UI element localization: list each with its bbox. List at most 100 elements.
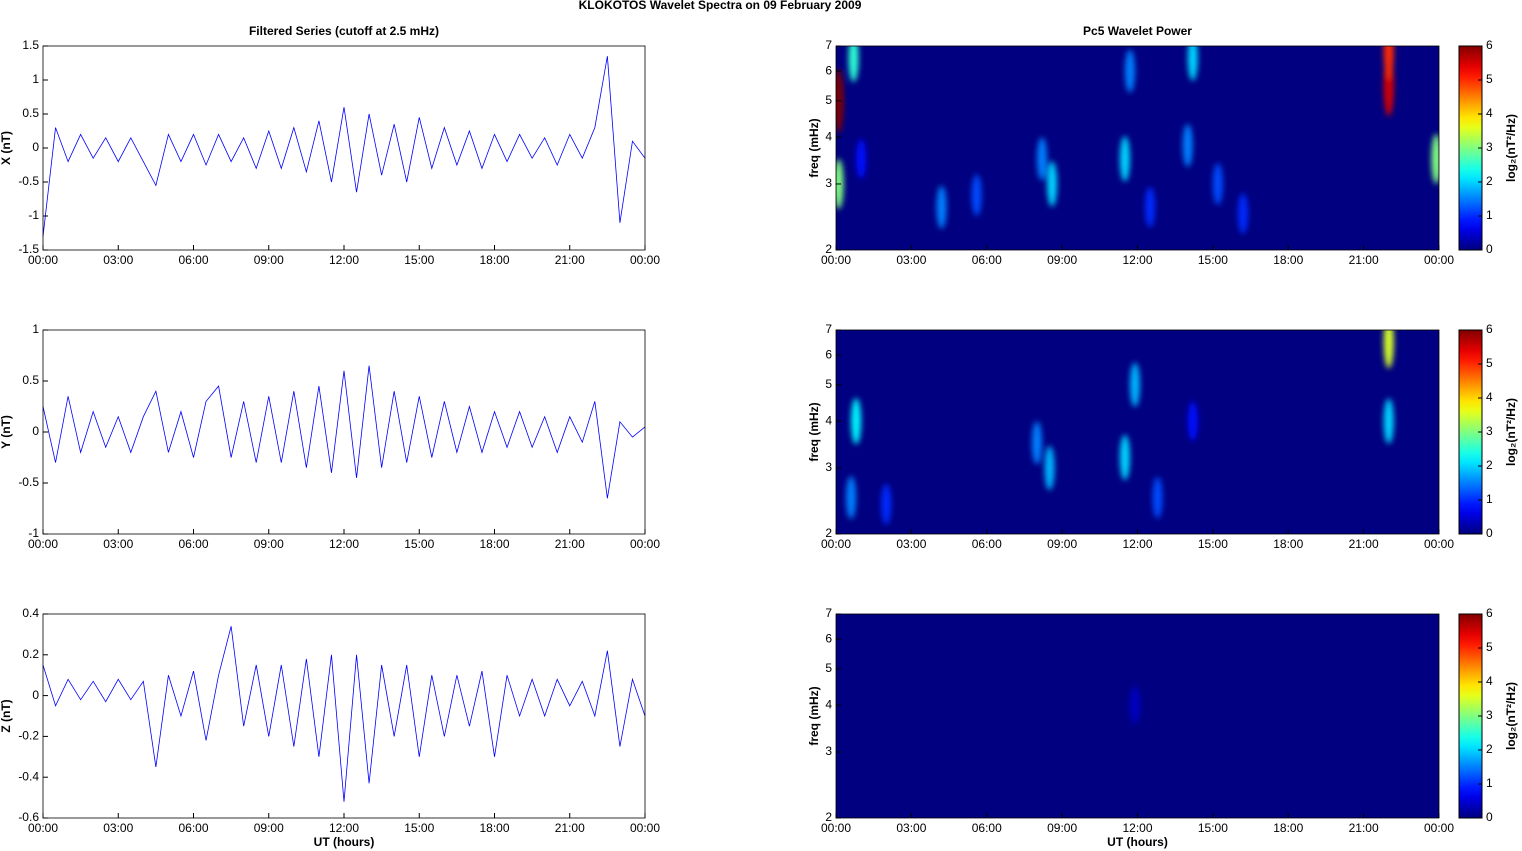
heatmap-background <box>836 330 1439 534</box>
x-tick-label: 09:00 <box>1047 537 1077 551</box>
x-tick-label: 03:00 <box>103 537 133 551</box>
heatmap-cell <box>1145 186 1156 228</box>
y-tick-label: 0 <box>32 688 39 702</box>
colorbar-tick-label: 3 <box>1486 708 1493 722</box>
y-tick-label: 6 <box>825 347 832 361</box>
x-tick-label: 00:00 <box>821 821 851 835</box>
colorbar-tick-label: 4 <box>1486 106 1493 120</box>
x-tick-label: 00:00 <box>1424 537 1454 551</box>
y-tick-label: 1 <box>32 322 39 336</box>
x-tick-label: 21:00 <box>555 821 585 835</box>
y-tick-label: 0 <box>32 140 39 154</box>
x-tick-label: 12:00 <box>1122 253 1152 267</box>
y-tick-label: 7 <box>825 38 832 52</box>
y-tick-label: 0.4 <box>22 606 39 620</box>
heatmap-cells <box>836 46 1439 234</box>
x-tick-label: 18:00 <box>479 537 509 551</box>
y-axis-label: X (nT) <box>0 131 13 165</box>
x-tick-label: 18:00 <box>479 821 509 835</box>
x-tick-label: 00:00 <box>28 537 58 551</box>
colorbar-tick-label: 5 <box>1486 72 1493 86</box>
x-tick-label: 15:00 <box>404 253 434 267</box>
y-tick-label: 0.2 <box>22 647 39 661</box>
panel: 00:00 03:00 06:00 09:00 12:00 15:00 18:00 21:00… <box>0 322 660 551</box>
y-tick-label: -0.5 <box>18 475 39 489</box>
y-tick-label: 2 <box>825 810 832 824</box>
x-tick-label: 03:00 <box>896 821 926 835</box>
heatmap-cell <box>1383 398 1394 444</box>
heatmap-cell <box>1032 421 1042 465</box>
heatmap-cell <box>851 397 862 445</box>
x-tick-label: 09:00 <box>254 253 284 267</box>
y-tick-label: -0.6 <box>18 810 39 824</box>
x-tick-label: 00:00 <box>28 253 58 267</box>
x-tick-label: 00:00 <box>1424 821 1454 835</box>
y-tick-label: -0.4 <box>18 769 39 783</box>
x-tick-label: 03:00 <box>103 821 133 835</box>
y-tick-label: -0.5 <box>18 174 39 188</box>
colorbar-tick-label: 2 <box>1486 742 1493 756</box>
colorbar-tick-label: 5 <box>1486 640 1493 654</box>
x-tick-label: 09:00 <box>254 537 284 551</box>
x-tick-label: 00:00 <box>630 253 660 267</box>
y-tick-label: 0 <box>32 424 39 438</box>
heatmap-cell <box>1383 330 1394 369</box>
panel: 0 1 2 3 4 5 6 log₂(nT²/Hz) 00:00 03:00 06:00 09:00 1… <box>807 322 1518 551</box>
x-tick-label: 15:00 <box>1198 253 1228 267</box>
y-tick-label: 2 <box>825 242 832 256</box>
colorbar-label: log₂(nT²/Hz) <box>1504 682 1518 750</box>
x-tick-label: 00:00 <box>1424 253 1454 267</box>
heatmap-background <box>836 46 1439 250</box>
x-tick-label: 18:00 <box>1273 253 1303 267</box>
colorbar-tick-label: 2 <box>1486 174 1493 188</box>
x-tick-label: 00:00 <box>821 253 851 267</box>
y-tick-label: 3 <box>825 176 832 190</box>
series-line <box>42 626 646 802</box>
axes-title: Pc5 Wavelet Power <box>1083 24 1192 38</box>
colorbar-label: log₂(nT²/Hz) <box>1504 398 1518 466</box>
y-tick-label: 0.5 <box>22 106 39 120</box>
x-tick-label: 12:00 <box>329 253 359 267</box>
heatmap-cell <box>1187 46 1198 81</box>
x-tick-label: 21:00 <box>1349 821 1379 835</box>
panel: 0 1 2 3 4 5 6 log₂(nT²/Hz) 00:00 03:00 06:00 09:00 1… <box>807 606 1518 849</box>
axes-box <box>42 329 646 535</box>
axes-box <box>42 45 646 251</box>
heatmap-cell <box>971 174 982 217</box>
colorbar-tick-label: 5 <box>1486 356 1493 370</box>
y-tick-label: 0.5 <box>22 373 39 387</box>
x-tick-label: 12:00 <box>329 821 359 835</box>
x-tick-label: 03:00 <box>103 253 133 267</box>
x-tick-label: 21:00 <box>555 253 585 267</box>
axes-title: Filtered Series (cutoff at 2.5 mHz) <box>249 24 439 38</box>
y-axis-label: freq (mHz) <box>807 686 821 745</box>
y-tick-label: -0.2 <box>18 729 39 743</box>
colorbar-tick-label: 0 <box>1486 242 1493 256</box>
axes-box <box>42 613 646 819</box>
y-axis-label: Y (nT) <box>0 415 13 449</box>
colorbar-tick-label: 6 <box>1486 606 1493 620</box>
y-axis-label: freq (mHz) <box>807 402 821 461</box>
figure-title: KLOKOTOS Wavelet Spectra on 09 February … <box>579 0 862 12</box>
x-axis-label: UT (hours) <box>314 835 375 849</box>
series-line <box>42 56 646 237</box>
heatmap-cell <box>1129 686 1140 725</box>
y-tick-label: -1.5 <box>18 242 39 256</box>
y-tick-label: 4 <box>825 413 832 427</box>
y-tick-label: 3 <box>825 460 832 474</box>
heatmap-cell <box>1119 136 1130 182</box>
heatmap-cell <box>846 476 857 520</box>
heatmap-cell <box>1182 123 1193 167</box>
x-tick-label: 06:00 <box>972 253 1002 267</box>
x-tick-label: 03:00 <box>896 253 926 267</box>
colorbar-tick-label: 6 <box>1486 38 1493 52</box>
y-tick-label: 4 <box>825 697 832 711</box>
y-tick-label: 7 <box>825 606 832 620</box>
colorbar-tick-label: 2 <box>1486 458 1493 472</box>
x-tick-label: 00:00 <box>821 537 851 551</box>
x-tick-label: 12:00 <box>1122 537 1152 551</box>
colorbar-tick-label: 1 <box>1486 776 1493 790</box>
x-tick-label: 12:00 <box>1122 821 1152 835</box>
heatmap-cell <box>936 185 947 229</box>
